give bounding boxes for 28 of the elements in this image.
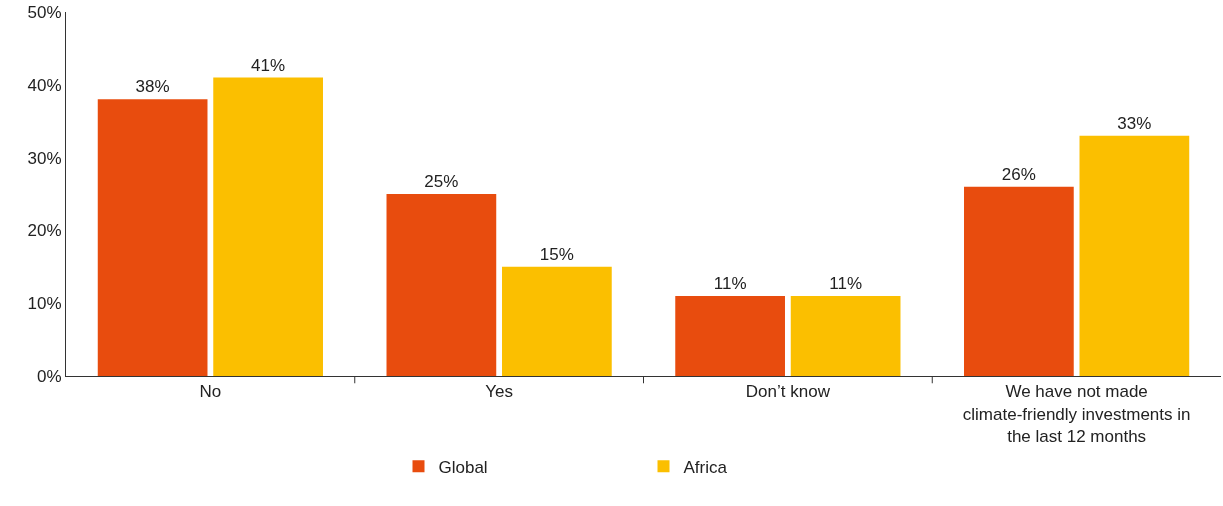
bar xyxy=(386,194,497,376)
y-tick-label: 50% xyxy=(27,2,62,22)
bar xyxy=(502,266,612,376)
x-tick-label: Don’t know xyxy=(745,382,831,402)
bar xyxy=(213,77,323,376)
legend-label: Africa xyxy=(683,457,728,477)
data-label: 25% xyxy=(424,172,459,191)
data-label: 26% xyxy=(1001,164,1036,184)
data-label: 11% xyxy=(829,273,863,293)
bar xyxy=(1079,135,1190,376)
y-tick-label: 0% xyxy=(37,366,62,386)
data-label: 33% xyxy=(1117,113,1152,133)
y-tick-label: 10% xyxy=(27,294,62,314)
bar xyxy=(675,295,785,376)
y-tick-label: 20% xyxy=(27,221,62,241)
x-tick-label: Yes xyxy=(485,382,513,402)
bar xyxy=(790,295,901,376)
y-tick-label: 40% xyxy=(27,75,62,95)
data-label: 38% xyxy=(135,77,170,97)
bar xyxy=(97,99,208,376)
x-tick-label: We have not made climate-friendly investments in the last 12 months xyxy=(962,382,1191,446)
legend-label: Global xyxy=(438,457,488,477)
x-tick-label: No xyxy=(199,382,222,402)
data-label: 15% xyxy=(539,244,574,264)
data-label: 11% xyxy=(713,273,747,293)
bar xyxy=(964,186,1074,376)
y-tick-label: 30% xyxy=(27,148,62,168)
data-label: 41% xyxy=(251,55,286,75)
